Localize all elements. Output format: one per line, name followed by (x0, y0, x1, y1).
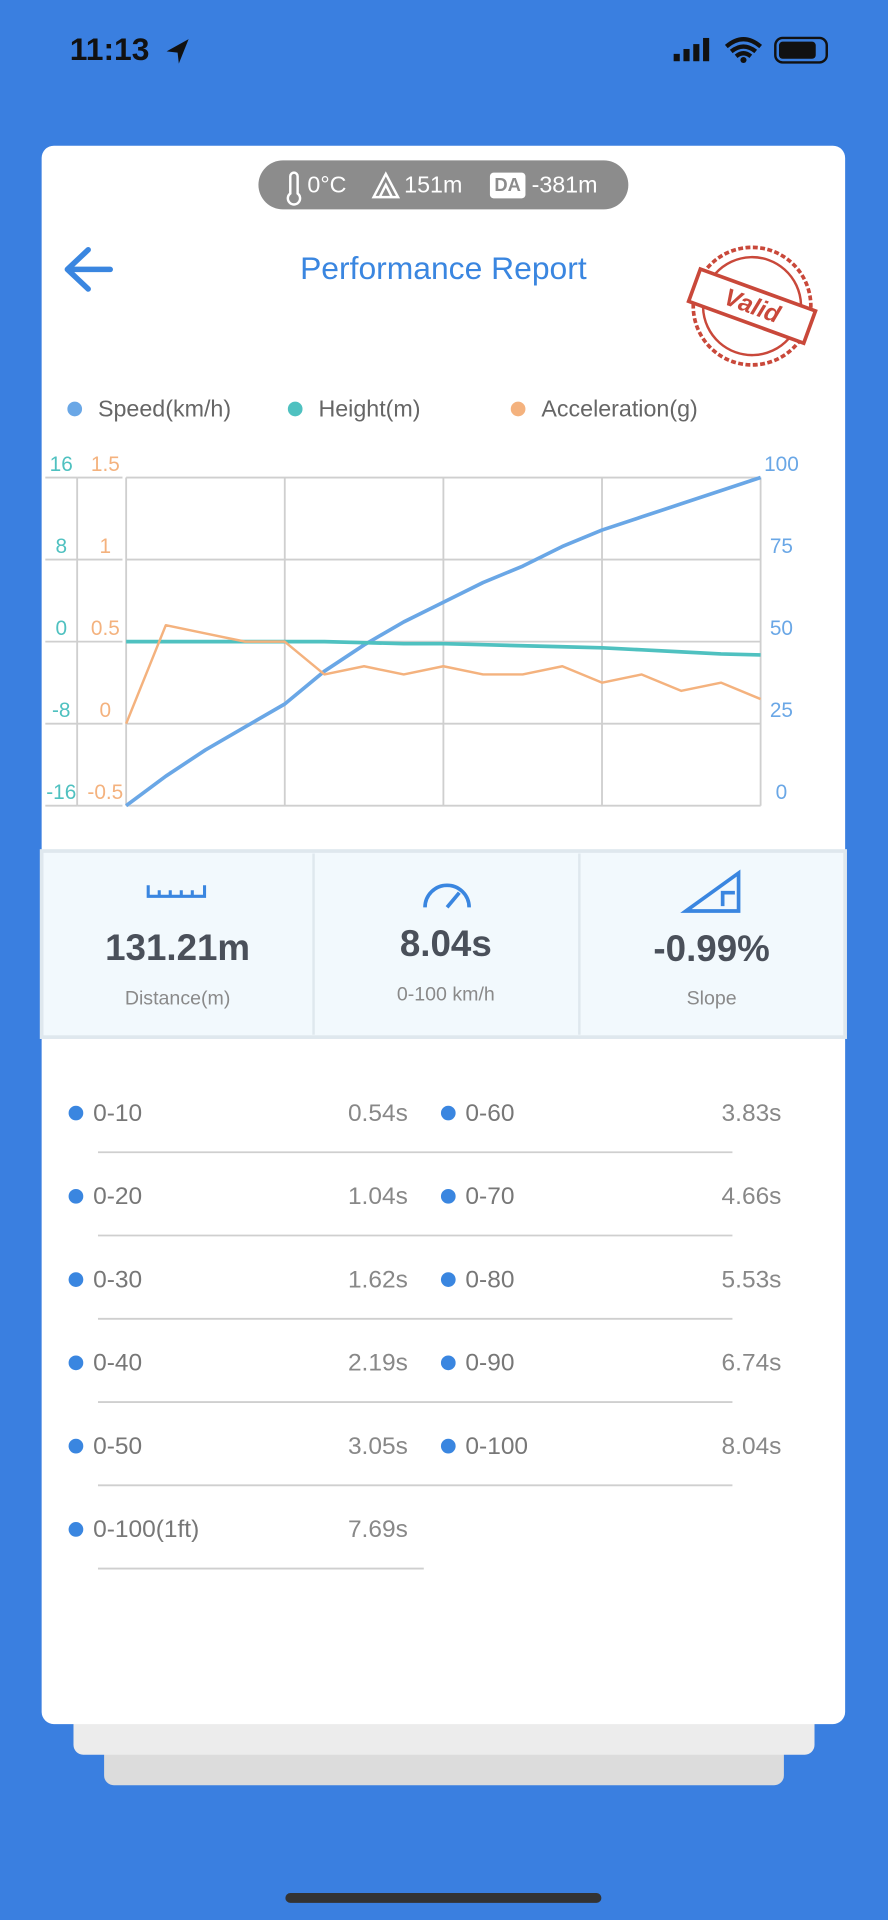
y-tick-label: 1 (100, 535, 112, 558)
conditions-pill (258, 160, 629, 210)
y3-tick-label: 0 (55, 617, 67, 640)
da-badge-bg (489, 172, 526, 199)
y3-tick-label: -16 (46, 781, 76, 804)
summary-label: Distance(m) (125, 987, 231, 1009)
y-tick-label: -0.5 (87, 781, 123, 804)
split-label: 0-80 (465, 1266, 514, 1293)
split-label: 0-50 (93, 1433, 142, 1460)
location-icon (166, 39, 189, 64)
split-label: 0-100(1ft) (93, 1516, 199, 1543)
altitude: 151m (404, 171, 462, 197)
summary-label: 0-100 km/h (397, 984, 495, 1006)
split-dot (440, 1438, 456, 1454)
split-time: 1.04s (348, 1183, 408, 1210)
split-time: 2.19s (348, 1350, 408, 1377)
gauge-needle (445, 891, 461, 909)
y3-tick-label: 8 (55, 535, 67, 558)
y2-tick-label: 100 (764, 453, 799, 476)
split-dot (68, 1438, 84, 1454)
y-tick-label: 1.5 (91, 453, 120, 476)
battery-icon (774, 36, 828, 64)
wifi-icon (724, 37, 763, 59)
summary-value: -0.99% (653, 928, 769, 969)
stats-panel (39, 849, 847, 1039)
split-label: 0-20 (93, 1183, 142, 1210)
split-label: 0-40 (93, 1350, 142, 1377)
mountain-icon (371, 171, 401, 199)
legend-label: Height(m) (318, 395, 420, 421)
battery-level (778, 41, 816, 59)
split-label: 0-60 (465, 1100, 514, 1127)
series-line (126, 639, 761, 657)
split-dot (440, 1105, 456, 1121)
split-dot (440, 1355, 456, 1371)
series-line (125, 624, 762, 725)
series-line (125, 475, 762, 808)
y3-tick-label: -8 (52, 699, 71, 722)
legend-dot (287, 401, 303, 417)
legend-label: Acceleration(g) (541, 395, 697, 421)
split-label: 0-90 (465, 1350, 514, 1377)
y2-tick-label: 50 (770, 617, 793, 640)
ruler-icon (146, 885, 207, 898)
back-button[interactable] (64, 247, 113, 292)
y2-tick-label: 0 (776, 781, 788, 804)
page-title: Performance Report (300, 250, 587, 286)
y2-tick-label: 75 (770, 535, 793, 558)
y-tick-label: 0 (100, 699, 112, 722)
split-label: 0-30 (93, 1266, 142, 1293)
status-time: 11:13 (70, 31, 150, 67)
thermometer-icon (286, 171, 302, 206)
summary-value: 8.04s (400, 923, 492, 964)
split-label: 0-10 (93, 1100, 142, 1127)
split-dot (440, 1188, 456, 1204)
split-time: 3.83s (722, 1100, 782, 1127)
legend-dot (67, 401, 83, 417)
wifi-dot (740, 56, 747, 64)
gauge-icon (423, 883, 471, 908)
split-dot (68, 1522, 84, 1537)
split-time: 1.62s (348, 1266, 408, 1293)
split-label: 0-70 (465, 1183, 514, 1210)
legend-dot (510, 401, 526, 417)
legend-label: Speed(km/h) (98, 395, 231, 421)
y3-tick-label: 16 (50, 453, 73, 476)
split-time: 0.54s (348, 1100, 408, 1127)
da-badge: DA (494, 174, 521, 195)
signal-icon (673, 37, 710, 62)
split-time: 6.74s (722, 1350, 782, 1377)
slope-icon (680, 869, 741, 913)
y-tick-label: 0.5 (91, 617, 120, 640)
split-time: 5.53s (722, 1266, 782, 1293)
home-indicator (285, 1893, 602, 1903)
split-dot (68, 1188, 84, 1204)
split-time: 4.66s (722, 1183, 782, 1210)
split-dot (440, 1272, 456, 1287)
split-dot (68, 1272, 84, 1287)
split-label: 0-100 (465, 1433, 528, 1460)
density-altitude: -381m (532, 171, 598, 197)
summary-value: 131.21m (105, 927, 250, 968)
split-dot (68, 1105, 84, 1121)
summary-label: Slope (687, 987, 737, 1009)
split-time: 8.04s (722, 1433, 782, 1460)
split-time: 7.69s (348, 1516, 408, 1543)
split-time: 3.05s (348, 1433, 408, 1460)
temperature: 0°C (307, 171, 346, 197)
y2-tick-label: 25 (770, 699, 793, 722)
valid-stamp: Valid (686, 245, 818, 367)
split-dot (68, 1355, 84, 1371)
